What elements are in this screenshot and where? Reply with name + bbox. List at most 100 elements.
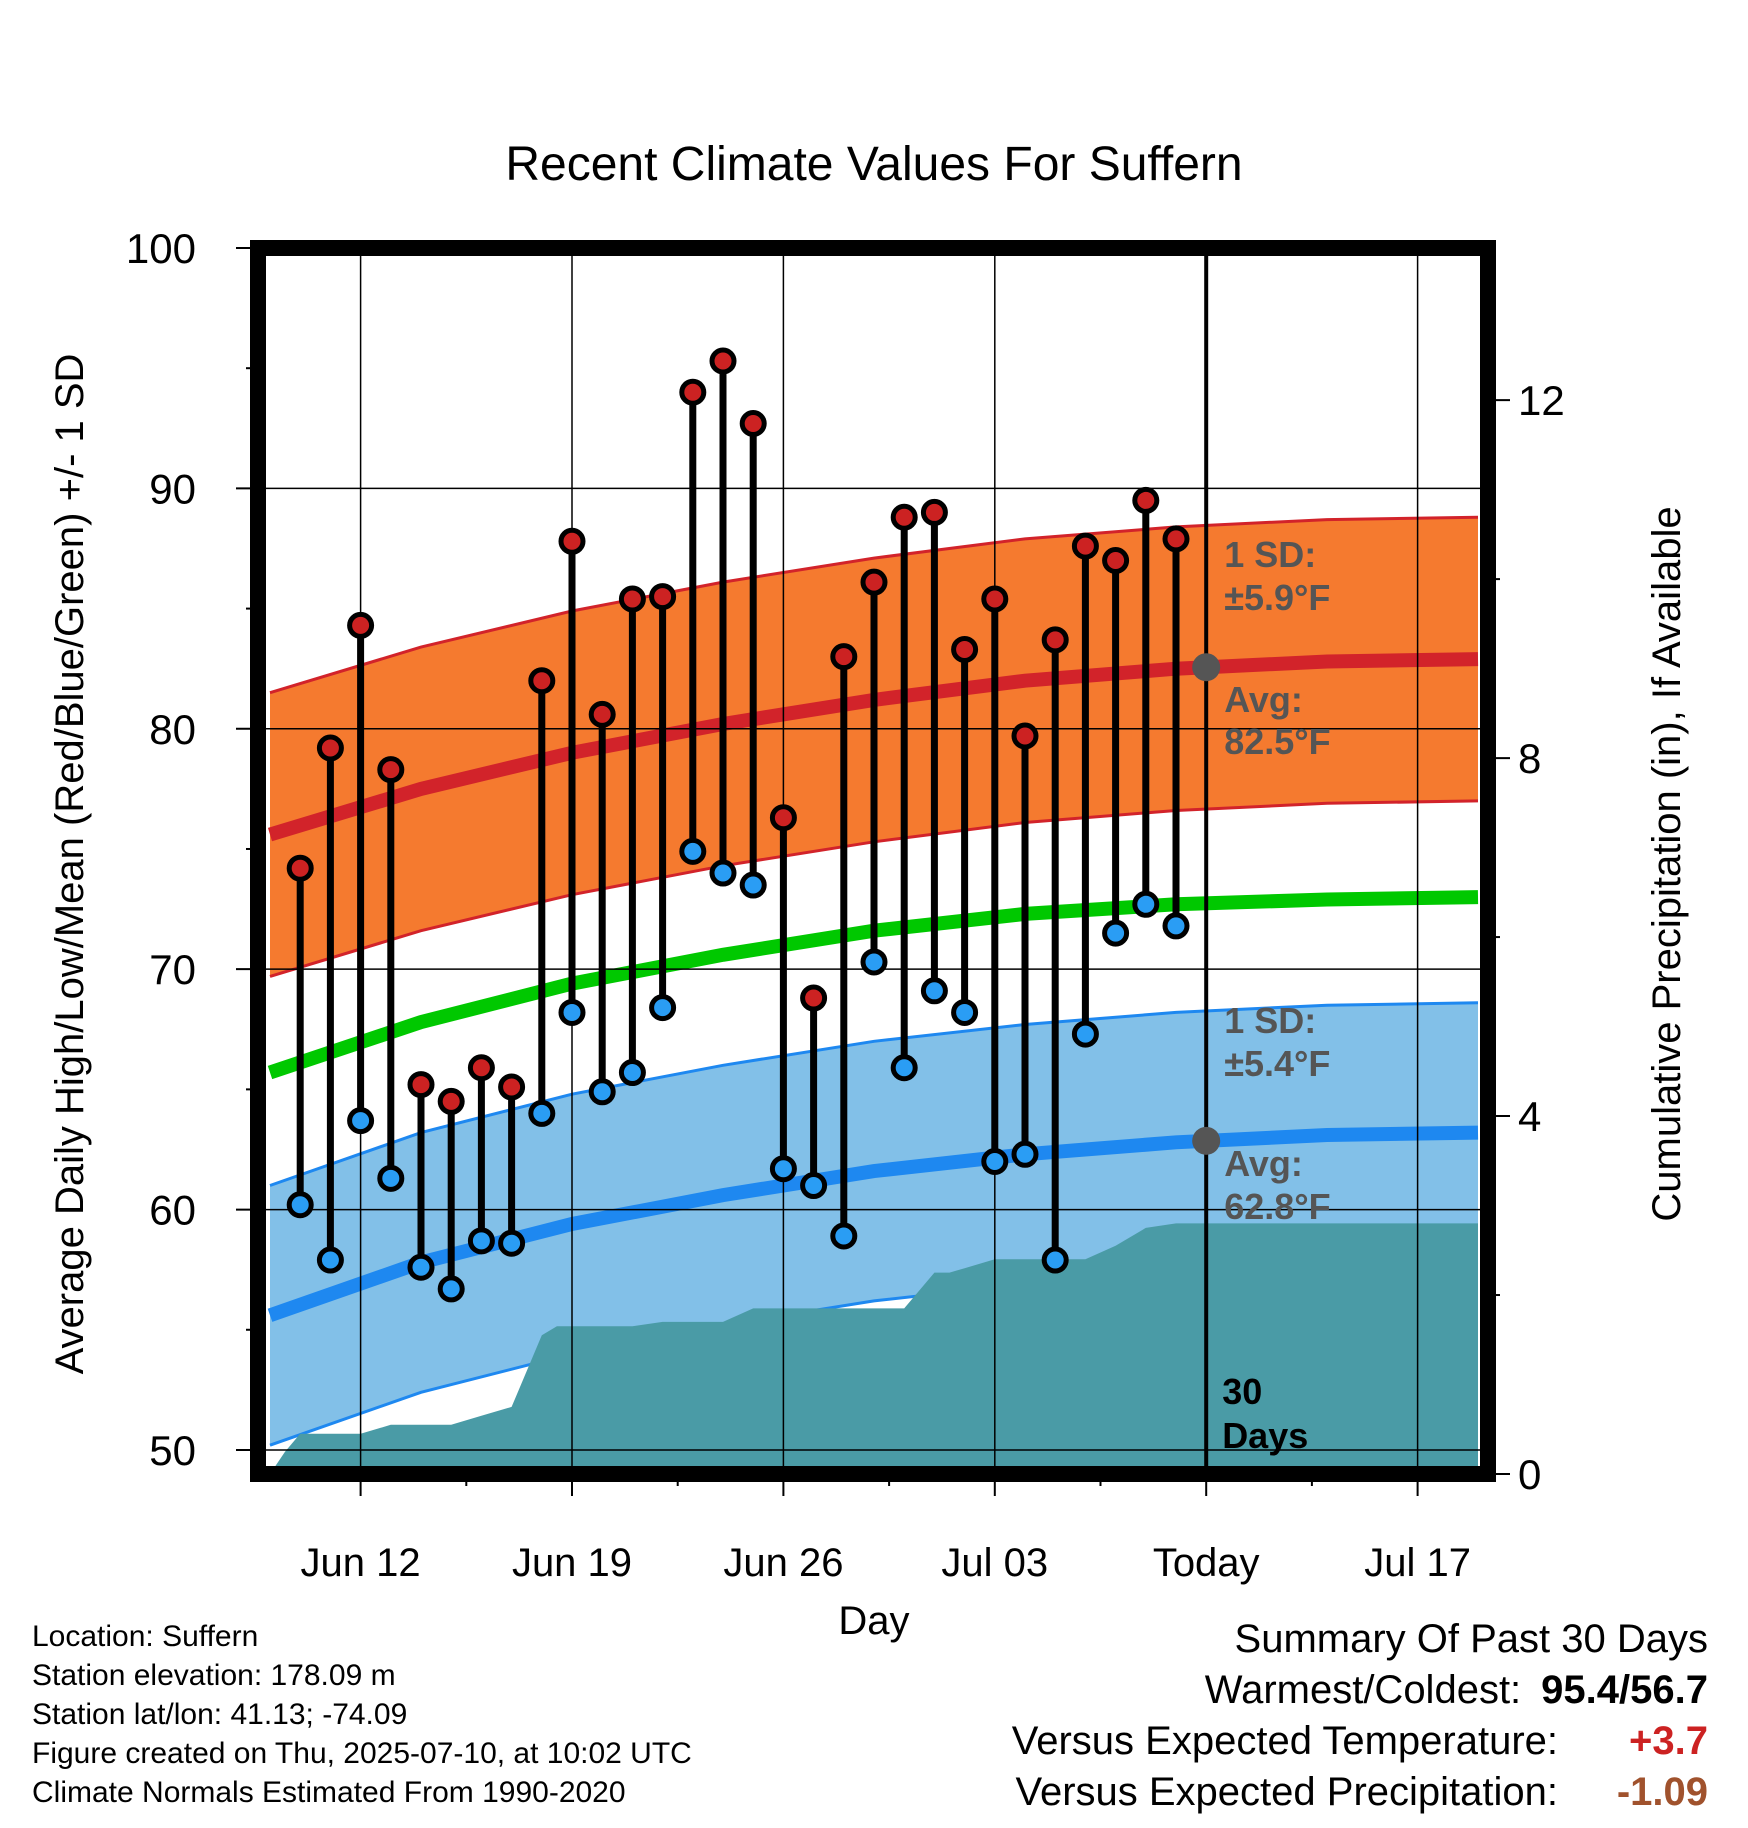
days-count-label: 30 — [1222, 1371, 1262, 1412]
low-point — [679, 837, 707, 865]
high-point — [890, 503, 918, 531]
station-info: Location: Suffern Station elevation: 178… — [32, 1617, 692, 1812]
high-point — [830, 643, 858, 671]
low-point — [1162, 912, 1190, 940]
normals-text: Climate Normals Estimated From 1990-2020 — [32, 1776, 626, 1809]
high-point — [498, 1073, 526, 1101]
warm-cold-row: Warmest/Coldest: 95.4/56.7 — [1012, 1665, 1708, 1716]
left-tick-label: 80 — [149, 706, 196, 753]
days-word-label: Days — [1222, 1415, 1308, 1456]
low-point — [1041, 1246, 1069, 1274]
low-point — [467, 1227, 495, 1255]
high-point — [800, 984, 828, 1012]
low-point — [769, 1155, 797, 1183]
high-point — [588, 700, 616, 728]
high-point — [437, 1087, 465, 1115]
right-tick-label: 0 — [1518, 1451, 1541, 1498]
high-point — [316, 734, 344, 762]
high-point — [467, 1054, 495, 1082]
high-avg-label: Avg: — [1224, 679, 1303, 720]
warm-cold-value: 95.4/56.7 — [1541, 1668, 1708, 1712]
latlon-text: Station lat/lon: 41.13; -74.09 — [32, 1698, 408, 1731]
low-point — [1071, 1020, 1099, 1048]
high-point — [1132, 486, 1160, 514]
low-point — [800, 1172, 828, 1200]
high-point — [860, 568, 888, 596]
warm-cold-label: Warmest/Coldest: — [1204, 1668, 1522, 1712]
precip-value: -1.09 — [1616, 1770, 1708, 1814]
high-point — [981, 585, 1009, 613]
high-avg-value: 82.5°F — [1224, 721, 1330, 762]
elevation-text: Station elevation: 178.09 m — [32, 1659, 396, 1692]
high-point — [1102, 547, 1130, 575]
low-point — [951, 998, 979, 1026]
y-axis-left-label: Average Daily High/Low/Mean (Red/Blue/Gr… — [48, 354, 92, 1375]
x-tick-label: Jun 19 — [512, 1541, 632, 1585]
low-point — [498, 1229, 526, 1257]
x-tick-label: Today — [1153, 1541, 1260, 1585]
summary-panel: Summary Of Past 30 Days Warmest/Coldest:… — [1012, 1614, 1708, 1818]
low-point — [588, 1078, 616, 1106]
temp-value: +3.7 — [1629, 1719, 1708, 1763]
chart-title: Recent Climate Values For Suffern — [505, 138, 1242, 191]
low-band-upper-edge — [269, 1001, 1479, 1187]
low-point — [286, 1191, 314, 1219]
x-tick-label: Jun 12 — [301, 1541, 421, 1585]
low-point — [739, 871, 767, 899]
high-point — [679, 378, 707, 406]
right-tick-label: 12 — [1518, 377, 1565, 424]
precip-row: Versus Expected Precipitation: -1.09 — [1012, 1767, 1708, 1818]
low-point — [890, 1054, 918, 1082]
high-point — [951, 635, 979, 663]
right-tick-label: 8 — [1518, 735, 1541, 782]
low-point — [981, 1147, 1009, 1175]
high-sd-value: ±5.9°F — [1224, 577, 1330, 618]
high-point — [1041, 626, 1069, 654]
today-low-avg-dot — [1192, 1126, 1221, 1155]
high-point — [286, 854, 314, 882]
high-point — [739, 409, 767, 437]
low-avg-value: 62.8°F — [1224, 1186, 1330, 1227]
low-point — [830, 1222, 858, 1250]
high-band-upper-edge — [269, 515, 1479, 695]
axes: 50 60 70 80 90 100 0 4 8 12 Jun 12 Jun 19 Jun 26 Jul … — [126, 225, 1565, 1585]
low-point — [1102, 919, 1130, 947]
high-point — [1071, 532, 1099, 560]
today-high-avg-dot — [1192, 653, 1221, 682]
low-point — [558, 998, 586, 1026]
x-tick-label: Jul 03 — [941, 1541, 1048, 1585]
low-point — [377, 1164, 405, 1192]
summary-title: Summary Of Past 30 Days — [1234, 1617, 1708, 1661]
low-point — [709, 859, 737, 887]
left-tick-label: 90 — [149, 465, 196, 512]
high-point — [649, 583, 677, 611]
created-text: Figure created on Thu, 2025-07-10, at 10… — [32, 1737, 692, 1770]
high-point — [920, 498, 948, 526]
temp-row: Versus Expected Temperature: +3.7 — [1012, 1716, 1708, 1767]
right-tick-label: 4 — [1518, 1093, 1541, 1140]
x-axis-label: Day — [838, 1599, 909, 1643]
low-point — [407, 1253, 435, 1281]
high-point — [618, 585, 646, 613]
low-point — [316, 1246, 344, 1274]
precip-label: Versus Expected Precipitation: — [1015, 1770, 1558, 1814]
low-avg-label: Avg: — [1224, 1143, 1303, 1184]
left-tick-label: 50 — [149, 1427, 196, 1474]
x-tick-label: Jun 26 — [723, 1541, 843, 1585]
low-point — [437, 1275, 465, 1303]
low-point — [860, 948, 888, 976]
low-point — [347, 1107, 375, 1135]
low-point — [618, 1059, 646, 1087]
low-point — [1132, 890, 1160, 918]
plot-frame — [250, 240, 1496, 1482]
low-point — [1011, 1140, 1039, 1168]
y-axis-right-label: Cumulative Precipitation (in), If Availa… — [1645, 506, 1689, 1221]
temp-label: Versus Expected Temperature: — [1011, 1719, 1558, 1763]
high-point — [709, 347, 737, 375]
left-tick-label: 60 — [149, 1187, 196, 1234]
low-point — [920, 977, 948, 1005]
location-text: Location: Suffern — [32, 1620, 259, 1653]
low-point — [649, 994, 677, 1022]
